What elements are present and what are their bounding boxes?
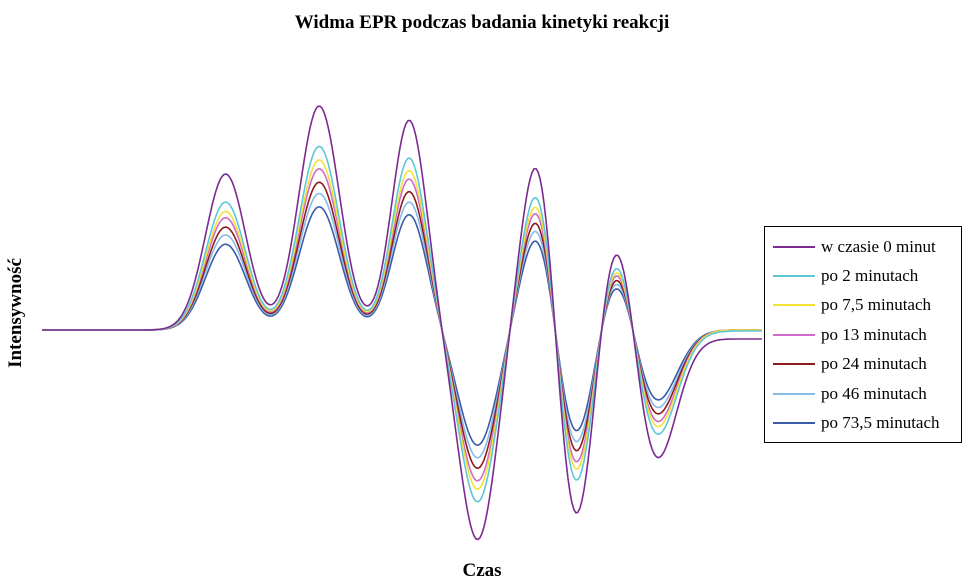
legend-swatch-0 [773,245,815,248]
legend-item-0: w czasie 0 minut [765,232,961,261]
legend-swatch-2 [773,304,815,307]
legend-label-1: po 2 minutach [821,266,919,286]
legend-label-0: w czasie 0 minut [821,236,936,256]
x-axis-label: Czas [462,560,502,581]
series-line-0 [42,105,762,541]
legend-item-3: po 13 minutach [765,320,961,349]
legend-label-4: po 24 minutach [821,354,927,374]
legend: w czasie 0 minut po 2 minutach po 7,5 minu… [764,226,962,443]
legend-label-5: po 46 minutach [821,383,927,403]
legend-swatch-3 [773,333,815,336]
legend-item-6: po 73,5 minutach [765,408,961,437]
legend-item-1: po 2 minutach [765,261,961,290]
legend-swatch-1 [773,275,815,278]
legend-item-5: po 46 minutach [765,379,961,408]
series-line-6 [42,206,762,447]
legend-item-2: po 7,5 minutach [765,291,961,320]
legend-label-6: po 73,5 minutach [821,413,940,433]
legend-swatch-6 [773,422,815,425]
series-line-1 [42,145,762,503]
legend-swatch-5 [773,392,815,395]
legend-label-3: po 13 minutach [821,324,927,344]
chart-title: Widma EPR podczas badania kinetyki reakc… [294,12,670,33]
legend-swatch-4 [773,363,815,366]
series-line-3 [42,167,762,482]
legend-label-2: po 7,5 minutach [821,295,932,315]
series-line-2 [42,159,762,491]
legend-item-4: po 24 minutach [765,350,961,379]
